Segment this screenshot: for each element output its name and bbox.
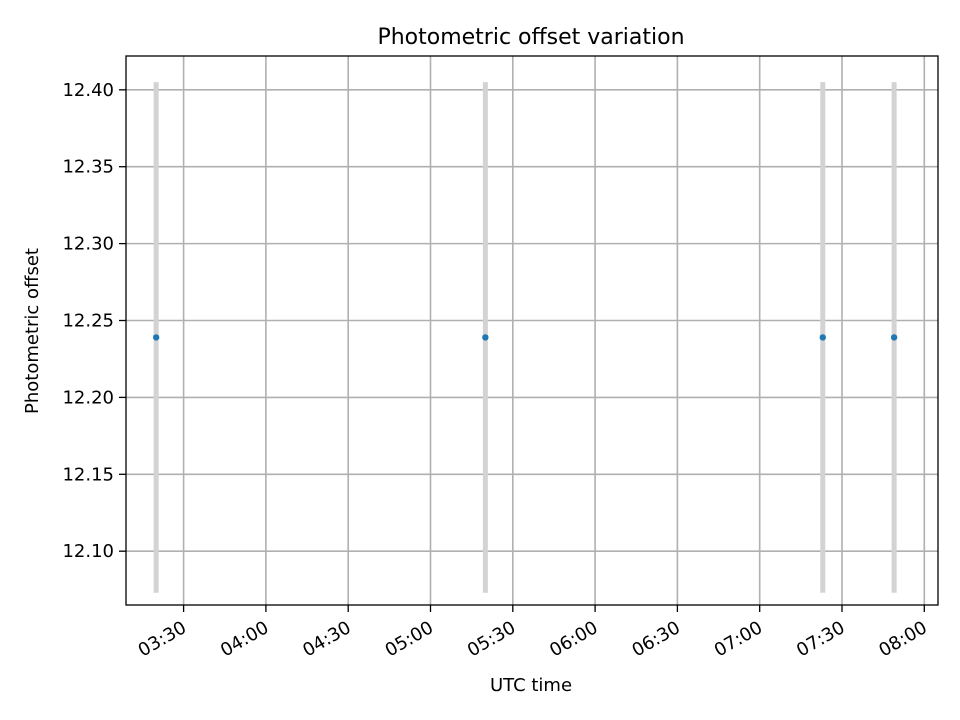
y-tick-label: 12.25 <box>62 311 114 332</box>
y-tick-label: 12.30 <box>62 234 114 255</box>
y-tick-label: 12.15 <box>62 464 114 485</box>
data-point <box>482 334 489 341</box>
y-tick-label: 12.10 <box>62 541 114 562</box>
x-axis-label: UTC time <box>490 675 572 696</box>
data-point <box>152 334 160 341</box>
data-point <box>890 334 898 341</box>
y-axis-label: Photometric offset <box>22 248 43 414</box>
y-axis-ticks: 12.10 12.15 12.20 12.25 12.30 12.35 12.40 <box>62 80 126 562</box>
y-tick-label: 12.20 <box>62 387 114 408</box>
chart-title: Photometric offset variation <box>377 25 684 50</box>
data-points <box>152 334 898 341</box>
plot-area-frame <box>125 55 939 606</box>
grid <box>126 56 938 605</box>
y-tick-label: 12.40 <box>62 80 114 101</box>
data-point <box>819 334 826 341</box>
y-tick-label: 12.35 <box>62 157 114 178</box>
